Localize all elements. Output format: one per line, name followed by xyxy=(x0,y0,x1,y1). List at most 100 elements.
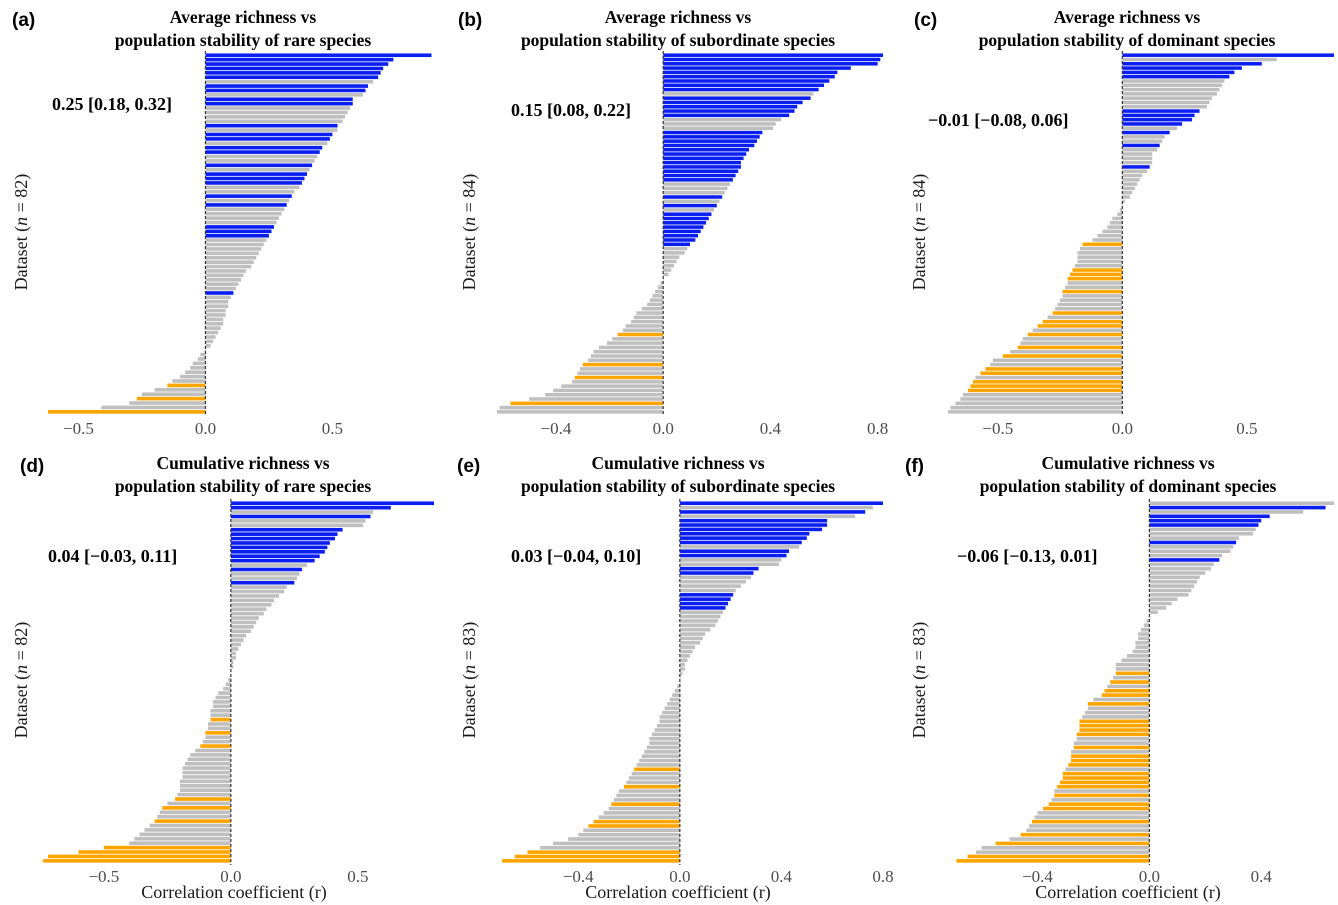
x-tick-label: 0.4 xyxy=(1251,867,1273,886)
bar-neutral xyxy=(1075,264,1123,268)
bar-negative xyxy=(502,859,680,863)
bar-neutral xyxy=(1132,649,1150,654)
bar-neutral xyxy=(1092,238,1123,242)
bar-neutral xyxy=(230,585,287,589)
bar-neutral xyxy=(1122,126,1178,131)
bar-neutral xyxy=(205,115,346,119)
bar-neutral xyxy=(629,776,680,780)
x-tick-label: 0.0 xyxy=(220,867,241,886)
bar-neutral xyxy=(205,79,374,84)
bar-positive xyxy=(230,514,371,519)
bar-neutral xyxy=(205,167,310,172)
x-tick-label: 0.5 xyxy=(322,419,343,438)
bar-neutral xyxy=(205,216,280,220)
bar-negative xyxy=(136,396,206,401)
x-tick-label: 0.4 xyxy=(771,867,793,886)
bar-neutral xyxy=(975,850,1150,854)
bar-positive xyxy=(230,536,335,541)
bar-neutral xyxy=(1122,100,1210,105)
bar-neutral xyxy=(190,366,206,370)
bar-neutral xyxy=(230,594,280,598)
bar-neutral xyxy=(230,625,254,629)
bar-neutral xyxy=(679,641,701,645)
bar-positive xyxy=(679,549,790,553)
bar-positive xyxy=(663,74,835,79)
bar-neutral xyxy=(134,836,231,841)
bar-positive xyxy=(230,545,328,550)
bar-negative xyxy=(1079,728,1150,732)
bar-negative xyxy=(1076,732,1150,737)
bar-positive xyxy=(205,88,366,93)
bar-negative xyxy=(1052,311,1123,315)
bar-neutral xyxy=(141,392,206,397)
bar-neutral xyxy=(663,92,814,96)
bar-neutral xyxy=(205,110,348,115)
bar-neutral xyxy=(180,374,206,379)
bar-positive xyxy=(230,505,391,510)
bar-neutral xyxy=(1026,828,1150,833)
bar-negative xyxy=(1079,723,1150,728)
bar-neutral xyxy=(223,686,231,691)
bar-neutral xyxy=(663,186,728,191)
bar-neutral xyxy=(1071,750,1150,754)
panel-title-line2: population stability of subordinate spec… xyxy=(521,476,835,496)
x-tick-label: −0.5 xyxy=(63,419,94,438)
bar-neutral xyxy=(679,614,721,619)
bar-negative xyxy=(1070,272,1123,277)
bar-positive xyxy=(205,291,234,295)
bar-neutral xyxy=(205,238,267,242)
bar-positive xyxy=(663,130,763,135)
bar-neutral xyxy=(205,260,254,264)
bar-positive xyxy=(230,532,338,536)
x-ticks: −0.4 0.0 0.4 0.8 xyxy=(541,419,889,438)
x-ticks: −0.5 0.0 0.5 xyxy=(63,419,343,438)
bar-neutral xyxy=(1107,225,1123,229)
bar-neutral xyxy=(626,780,680,785)
bar-positive xyxy=(205,53,432,58)
bar-neutral xyxy=(205,251,259,256)
x-ticks: −0.5 0.0 0.5 xyxy=(88,867,368,886)
x-tick-label: 0.0 xyxy=(1112,419,1133,438)
bar-neutral xyxy=(1122,57,1277,62)
bar-neutral xyxy=(218,691,231,695)
bar-negative xyxy=(617,332,664,337)
bar-neutral xyxy=(205,211,282,216)
bar-neutral xyxy=(679,558,782,562)
bar-neutral xyxy=(180,788,231,793)
bar-neutral xyxy=(205,295,231,300)
bar-neutral xyxy=(950,405,1123,410)
bar-negative xyxy=(1104,688,1150,693)
bar-neutral xyxy=(499,405,664,410)
panel-title-line2: population stability of dominant species xyxy=(980,476,1277,496)
bar-negative xyxy=(967,854,1150,859)
bar-neutral xyxy=(1087,706,1150,710)
bar-negative xyxy=(78,850,231,854)
bar-neutral xyxy=(679,671,683,676)
bar-negative xyxy=(1027,332,1123,337)
bar-positive xyxy=(205,229,272,234)
bar-positive xyxy=(205,137,330,141)
bar-neutral xyxy=(1109,221,1123,225)
bar-neutral xyxy=(679,675,681,680)
bar-neutral xyxy=(679,610,724,615)
bar-neutral xyxy=(1149,553,1223,558)
bar-negative xyxy=(48,854,231,859)
bar-neutral xyxy=(205,93,363,97)
bar-neutral xyxy=(663,268,672,272)
bar-neutral xyxy=(577,371,664,375)
bar-neutral xyxy=(205,299,229,304)
bar-neutral xyxy=(679,645,696,649)
bar-negative xyxy=(154,819,231,823)
bar-negative xyxy=(1017,345,1123,350)
bar-negative xyxy=(1079,719,1150,724)
bar-neutral xyxy=(663,259,677,264)
bar-neutral xyxy=(960,397,1123,401)
bar-positive xyxy=(205,132,333,137)
bar-neutral xyxy=(205,273,244,278)
bar-neutral xyxy=(1122,169,1148,173)
bar-negative xyxy=(1071,758,1150,763)
bar-neutral xyxy=(660,281,664,285)
panel-label: (b) xyxy=(458,10,482,31)
bar-negative xyxy=(995,841,1150,846)
bar-positive xyxy=(1149,523,1259,527)
